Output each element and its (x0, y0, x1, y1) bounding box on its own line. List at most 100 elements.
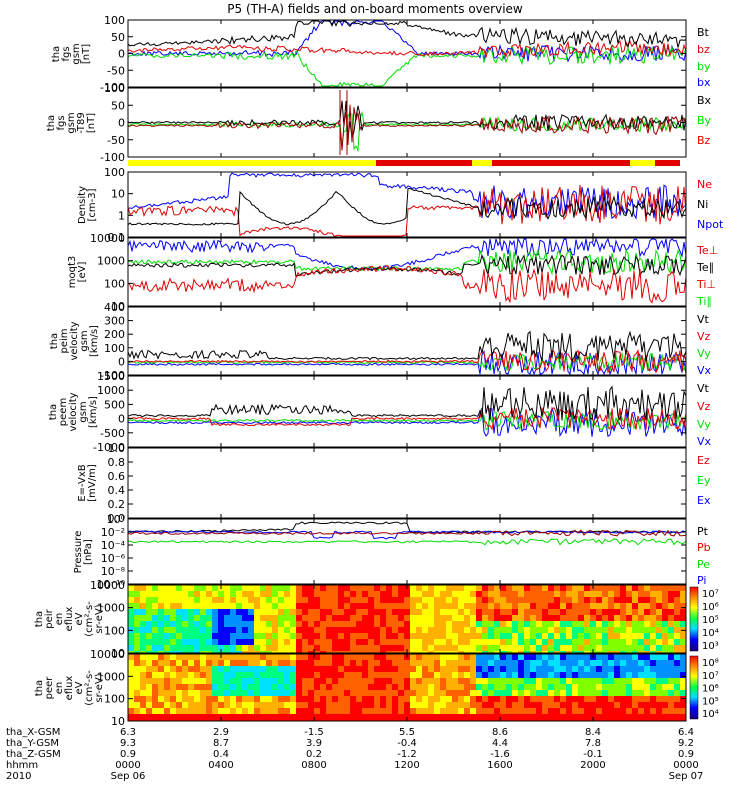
panel-legend: Bt bz by bx (697, 26, 711, 93)
legend-entry: Vy (697, 417, 711, 431)
y-tick-label: 1000 (97, 670, 125, 683)
legend-entry: Vz (697, 330, 711, 343)
ephemeris-value: 1200 (394, 760, 420, 771)
y-axis-label: tha fgs gsm -T89 [nT] (46, 78, 97, 168)
legend-entry: Pt (697, 525, 708, 538)
ephemeris-label: tha_Y-GSM (6, 738, 60, 749)
y-tick-label: 300 (104, 315, 125, 328)
peim-vx (127, 349, 687, 376)
panel-frame (127, 518, 687, 585)
y-tick-label: -100 (100, 81, 125, 94)
y-tick-label: -50 (107, 64, 125, 77)
y-tick-label: 10000 (90, 232, 125, 245)
ephemeris-value: 9.3 (120, 738, 136, 749)
legend-entry: Vx (697, 435, 712, 449)
mode-bar-segment (492, 160, 630, 166)
fgs-t89-bz (127, 104, 687, 151)
y-axis-label-line: [cm-3] (87, 188, 98, 222)
legend-entry: Te⊥ (697, 244, 719, 257)
legend-entry: By (697, 114, 712, 127)
y-tick-label: 1000 (97, 255, 125, 268)
mode-bar-segment (376, 160, 472, 166)
ephemeris-value: 3.9 (306, 738, 322, 749)
peer-spectrogram-cells (128, 654, 686, 721)
ephemeris-value: 0000 (673, 760, 699, 771)
colorbar-label: 10⁷ (702, 671, 719, 682)
ephemeris-label: 2010 (6, 771, 32, 782)
colorbar-label: 10⁴ (702, 628, 719, 639)
ephemeris-value: 6.4 (678, 727, 694, 738)
y-tick-label: -100 (100, 369, 125, 382)
ephemeris-value: 2000 (580, 760, 606, 771)
y-tick-label: 100 (104, 693, 125, 706)
legend-entry: Vy (697, 347, 711, 360)
mode-bar-segment (128, 160, 376, 166)
peim-vt (127, 330, 687, 363)
legend-entry: Bz (697, 134, 711, 147)
legend-entry: Ey (697, 474, 711, 487)
y-tick-label: -50 (107, 134, 125, 147)
y-tick-label: 0 (118, 48, 125, 61)
panel-frame (127, 447, 687, 519)
ephemeris-value: 1600 (487, 760, 513, 771)
legend-entry: Ex (697, 494, 711, 507)
y-tick-label: 1500 (97, 370, 125, 383)
ephemeris-value: 6.3 (120, 727, 136, 738)
y-tick-label: 10⁻² (101, 526, 125, 539)
mode-bar-segment (655, 160, 680, 166)
legend-entry: Vz (697, 399, 711, 413)
te-perp-trace (127, 265, 687, 304)
fgs-t89-bx (127, 100, 687, 139)
ephemeris-value: 2.9 (213, 727, 229, 738)
legend-entry: bx (697, 76, 711, 90)
ephemeris-value: 0.4 (213, 749, 229, 760)
y-tick-label: 100 (104, 277, 125, 290)
y-tick-label: 100 (104, 342, 125, 355)
pe-trace (127, 538, 687, 546)
colorbar-label: 10⁵ (702, 615, 719, 626)
y-tick-label: 200 (104, 328, 125, 341)
y-tick-label: 50 (111, 99, 125, 112)
ephemeris-value: -1.2 (397, 749, 417, 760)
y-tick-label: 10000 (90, 579, 125, 592)
y-tick-label: 1000 (97, 384, 125, 397)
panel-legend: Vt Vz Vy Vx (697, 382, 711, 453)
y-tick-label: 10 (111, 188, 125, 201)
panel-legend: Ez Ey Ex (697, 454, 710, 514)
y-tick-label: 0 (118, 117, 125, 130)
y-tick-label: 0 (118, 355, 125, 368)
y-tick-label: 400 (104, 301, 125, 314)
ephemeris-value: 0400 (208, 760, 234, 771)
te-para-trace (127, 254, 687, 278)
legend-entry: by (697, 59, 711, 73)
ephemeris-label: tha_Z-GSM (6, 749, 61, 760)
by-trace (127, 45, 687, 87)
legend-entry: Ni (697, 198, 709, 211)
y-tick-label: 100 (104, 624, 125, 637)
ephemeris-value: -0.4 (397, 738, 417, 749)
y-tick-label: 0 (118, 413, 125, 426)
legend-entry: Ti∥ (697, 295, 712, 308)
y-tick-label: 1.0 (108, 442, 126, 455)
legend-entry: Ti⊥ (697, 278, 717, 291)
y-tick-label: 10⁻¹⁰ (96, 578, 125, 591)
y-axis-label: tha peer en eflux eV (cm²-s-sr-eV) (34, 643, 105, 733)
colorbar (689, 655, 699, 720)
ephemeris-value: 0800 (301, 760, 327, 771)
ti-para-trace (127, 237, 687, 272)
y-tick-label: -1000 (93, 441, 125, 454)
ephemeris-value: -1.6 (490, 749, 510, 760)
pi-trace (128, 530, 687, 540)
npot-trace (127, 172, 687, 220)
ne-trace (127, 185, 687, 237)
plot-title: P5 (TH-A) fields and on-board moments ov… (227, 2, 523, 16)
y-tick-label: 0.1 (108, 231, 126, 244)
y-tick-label: 1000 (97, 602, 125, 615)
panel-legend: Ne Ni Npot (697, 178, 723, 238)
legend-entry: Npot (697, 218, 724, 231)
mode-bar-segment (472, 160, 492, 166)
legend-entry: Vt (697, 313, 709, 326)
legend-entry: Pi (697, 573, 707, 587)
y-tick-label: 0.8 (108, 456, 126, 469)
ephemeris-label: hhmm (6, 760, 39, 771)
